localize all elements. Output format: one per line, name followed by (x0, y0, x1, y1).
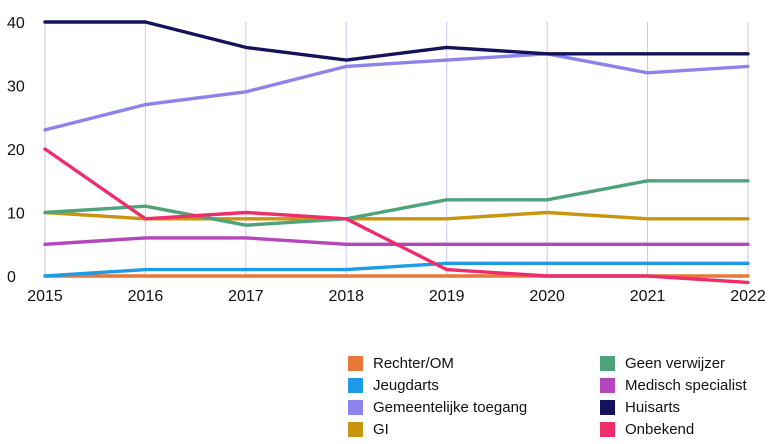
y-tick-label-40: 40 (7, 15, 25, 32)
legend-label-huisarts: Huisarts (625, 399, 680, 416)
legend-swatch-jeugdarts (348, 378, 363, 393)
x-tick-label-2017: 2017 (228, 288, 264, 305)
y-tick-label-20: 20 (7, 142, 25, 159)
legend-item-gi: GI (348, 421, 389, 438)
legend-swatch-rechter-om (348, 356, 363, 371)
legend-label-jeugdarts: Jeugdarts (373, 377, 439, 394)
x-tick-label-2019: 2019 (429, 288, 465, 305)
x-tick-label-2015: 2015 (27, 288, 63, 305)
x-tick-label-2022: 2022 (730, 288, 766, 305)
legend: Rechter/OM Jeugdarts Gemeentelijke toegang… (348, 355, 748, 438)
legend-swatch-huisarts (600, 400, 615, 415)
legend-label-onbekend: Onbekend (625, 421, 694, 438)
legend-item-gemeentelijke-toegang: Gemeentelijke toegang (348, 399, 527, 416)
legend-item-geen-verwijzer: Geen verwijzer (600, 355, 725, 372)
legend-item-medisch-specialist: Medisch specialist (600, 377, 748, 394)
series-line-jeugdarts (43, 261, 750, 278)
y-tick-label-0: 0 (7, 269, 16, 286)
x-tick-label-2018: 2018 (328, 288, 364, 305)
x-tick-label-2016: 2016 (128, 288, 164, 305)
series-line-gemeentelijke-toegang (43, 52, 750, 132)
series-line-onbekend (43, 147, 750, 285)
legend-label-gemeentelijke-toegang: Gemeentelijke toegang (373, 399, 527, 416)
legend-swatch-gemeentelijke-toegang (348, 400, 363, 415)
legend-label-gi: GI (373, 421, 389, 438)
y-tick-label-30: 30 (7, 79, 25, 96)
x-tick-label-2021: 2021 (630, 288, 666, 305)
legend-swatch-geen-verwijzer (600, 356, 615, 371)
x-tick-label-2020: 2020 (529, 288, 565, 305)
legend-label-geen-verwijzer: Geen verwijzer (625, 355, 725, 372)
legend-swatch-onbekend (600, 422, 615, 437)
series-lines (43, 20, 750, 285)
y-tick-label-10: 10 (7, 206, 25, 223)
legend-item-jeugdarts: Jeugdarts (348, 377, 439, 394)
series-line-geen-verwijzer (43, 179, 750, 227)
legend-swatch-gi (348, 422, 363, 437)
x-axis-ticks: 2015 2016 2017 2018 2019 2020 2021 2022 (27, 288, 766, 305)
legend-item-onbekend: Onbekend (600, 421, 694, 438)
legend-label-rechter-om: Rechter/OM (373, 355, 454, 372)
y-axis-ticks: 0 10 20 30 40 (7, 15, 25, 286)
legend-item-huisarts: Huisarts (600, 399, 680, 416)
legend-label-medisch-specialist: Medisch specialist (625, 377, 748, 394)
series-line-huisarts (43, 20, 750, 62)
legend-swatch-medisch-specialist (600, 378, 615, 393)
legend-item-rechter-om: Rechter/OM (348, 355, 454, 372)
